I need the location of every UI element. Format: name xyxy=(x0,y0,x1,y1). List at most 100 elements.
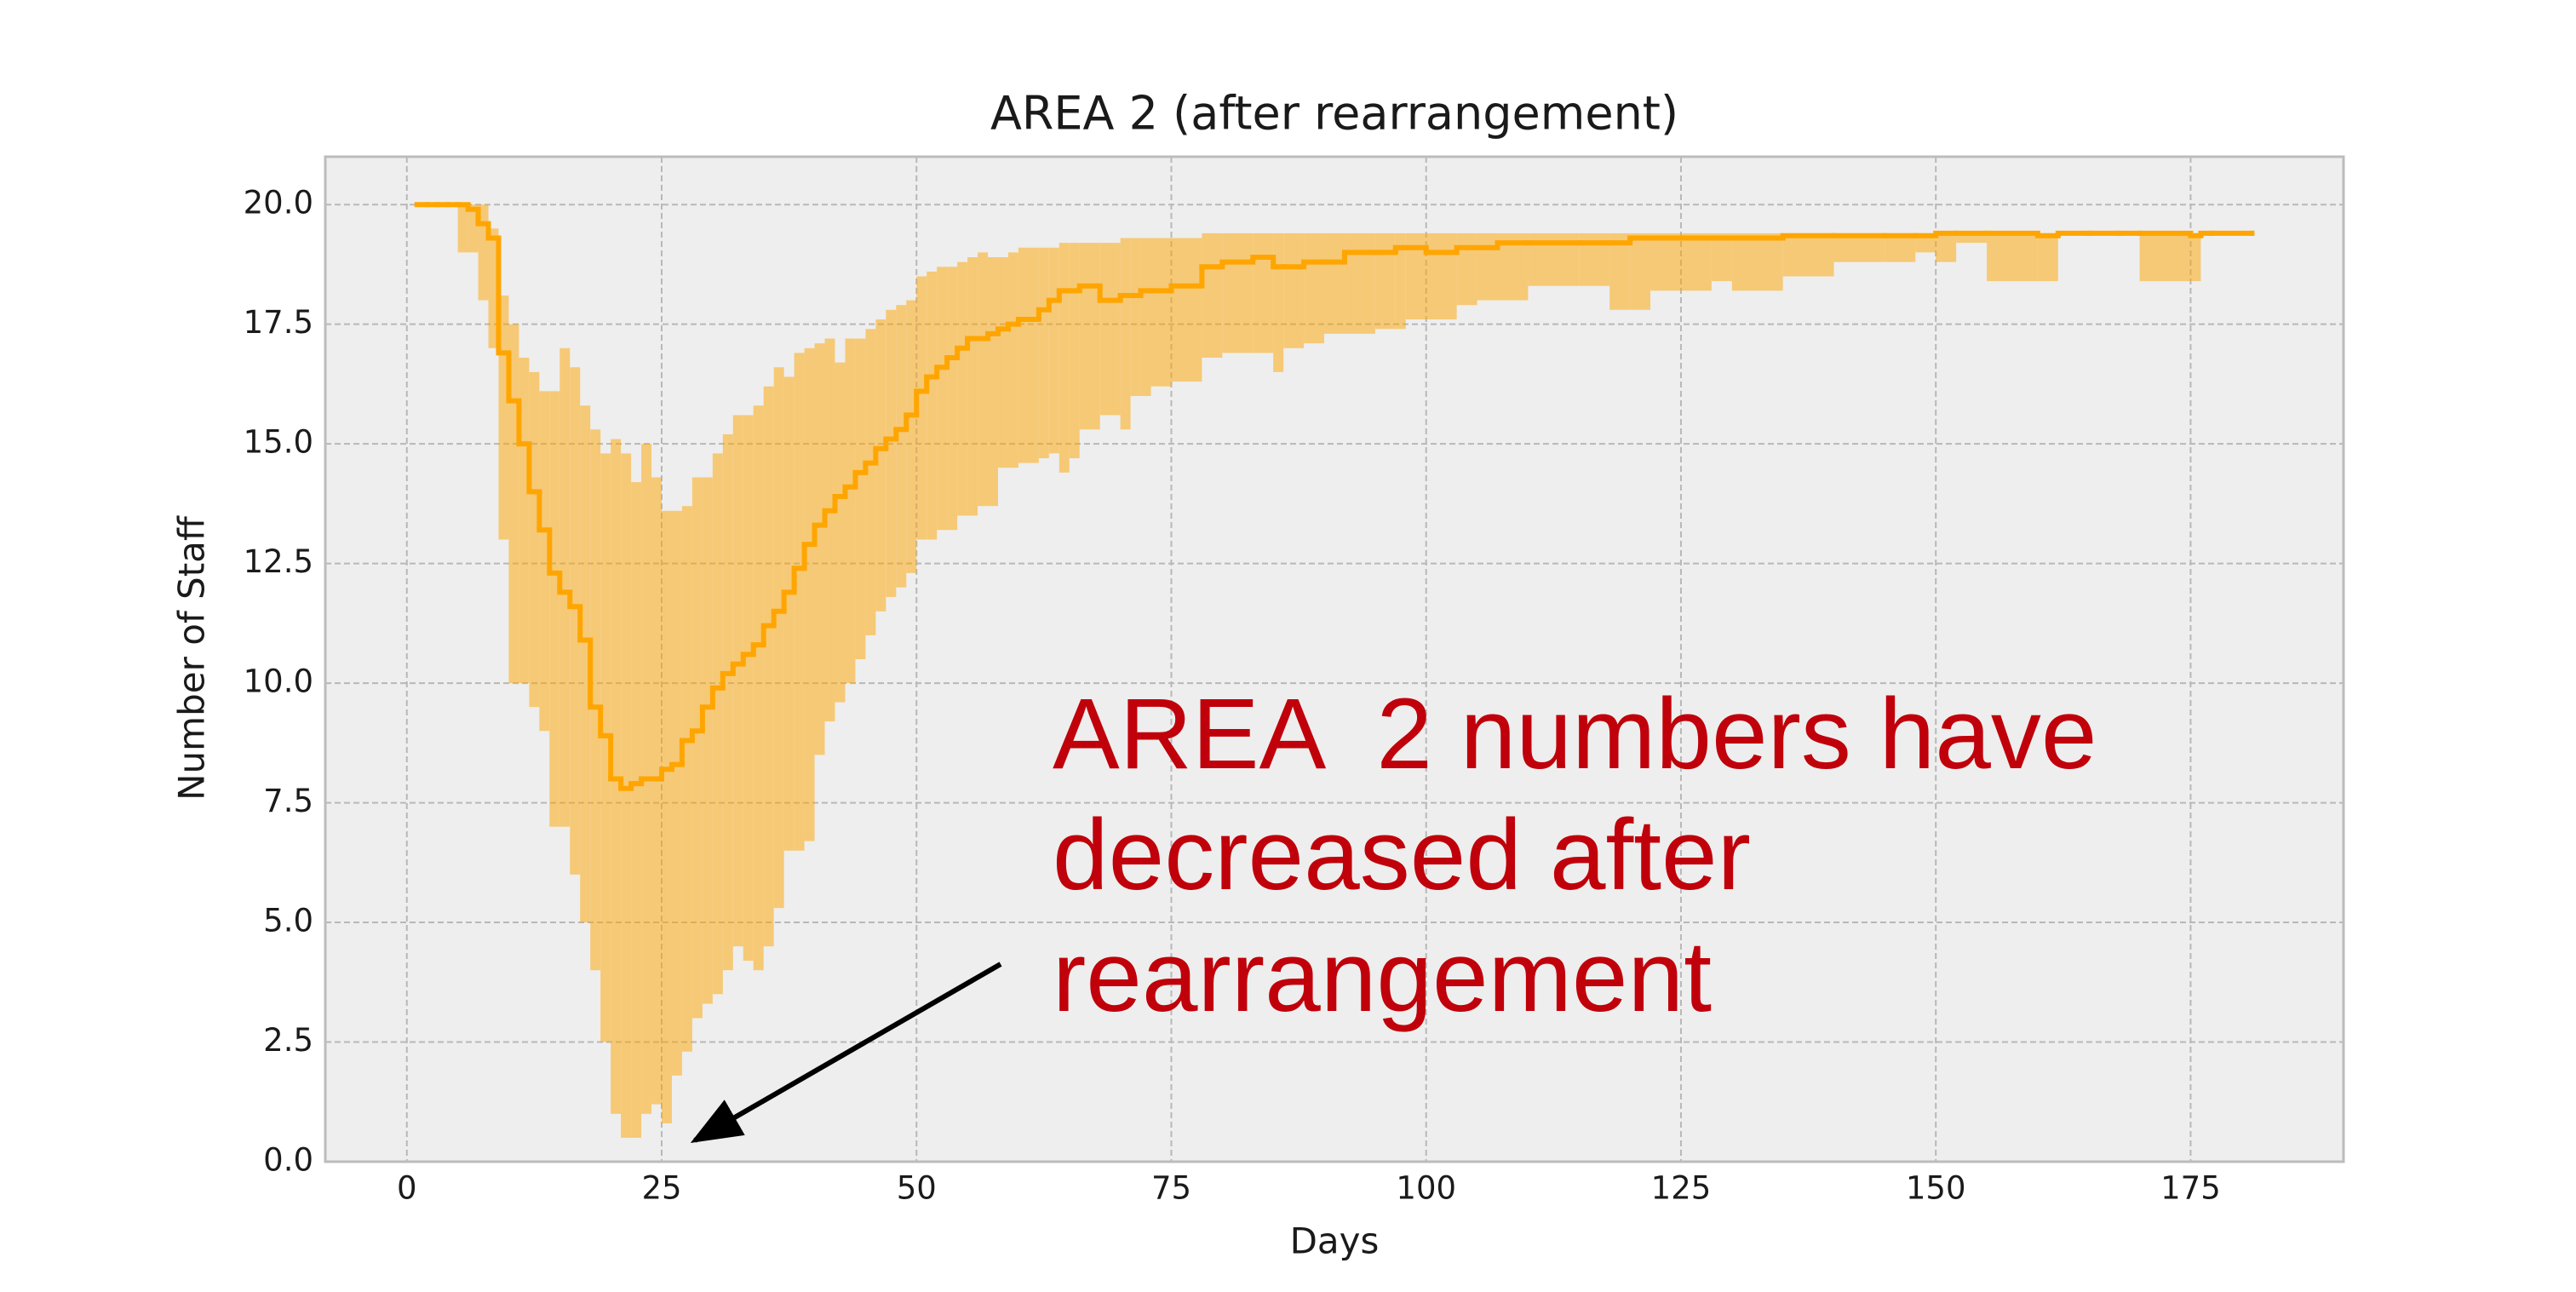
x-tick-label: 125 xyxy=(1651,1170,1712,1207)
band-segment xyxy=(978,252,989,507)
band-segment xyxy=(1324,233,1345,334)
band-segment xyxy=(1426,233,1457,320)
band-segment xyxy=(865,329,876,635)
band-segment xyxy=(1374,233,1396,330)
band-segment xyxy=(957,261,968,516)
x-tick-label: 75 xyxy=(1151,1170,1191,1207)
band-segment xyxy=(1202,233,1223,358)
band-segment xyxy=(498,295,509,540)
band-segment xyxy=(691,477,703,1019)
band-segment xyxy=(743,415,754,961)
x-tick-label: 175 xyxy=(2160,1170,2221,1207)
band-segment xyxy=(621,453,632,1138)
band-segment xyxy=(732,415,743,947)
y-tick-label: 2.5 xyxy=(263,1022,313,1059)
band-segment xyxy=(1456,233,1477,306)
band-segment xyxy=(580,405,591,923)
band-segment xyxy=(1069,243,1080,458)
annotation-arrow xyxy=(690,962,1002,1143)
band-segment xyxy=(824,338,835,722)
y-tick-label: 10.0 xyxy=(244,663,313,700)
band-segment xyxy=(1079,243,1100,430)
band-segment xyxy=(468,204,479,253)
y-tick-label: 15.0 xyxy=(244,424,313,461)
band-segment xyxy=(549,391,560,827)
band-segment xyxy=(1283,233,1305,348)
band-segment xyxy=(712,453,723,995)
annotation-text: rearrangement xyxy=(1053,921,1712,1033)
band-segment xyxy=(631,482,642,1138)
band-segment xyxy=(1630,233,1651,310)
band-segment xyxy=(814,343,825,755)
band-segment xyxy=(886,309,897,597)
band-segment xyxy=(1018,247,1039,463)
band-segment xyxy=(1936,233,1957,262)
band-segment xyxy=(651,477,662,1105)
plot-frame xyxy=(324,155,2345,1163)
band-segment xyxy=(529,371,540,708)
band-segment xyxy=(763,386,774,947)
band-segment xyxy=(671,510,682,1076)
x-tick-label: 25 xyxy=(641,1170,681,1207)
band-segment xyxy=(1344,233,1375,334)
band-segment xyxy=(1059,243,1070,473)
band-segment xyxy=(804,347,815,841)
band-segment xyxy=(570,367,581,875)
y-tick-label: 20.0 xyxy=(244,185,313,221)
band-segment xyxy=(845,338,856,684)
band-segment xyxy=(1130,238,1141,396)
band-segment xyxy=(1048,247,1059,454)
band-segment xyxy=(1150,238,1172,387)
band-segment xyxy=(753,405,764,971)
x-tick-label: 100 xyxy=(1396,1170,1456,1207)
band-segment xyxy=(2190,233,2201,282)
band-segment xyxy=(937,267,948,531)
band-segment xyxy=(855,338,866,659)
band-segment xyxy=(1171,238,1202,382)
band-segment xyxy=(1222,233,1254,353)
band-segment xyxy=(539,391,550,732)
band-segment xyxy=(722,434,733,971)
band-segment xyxy=(1650,233,1681,291)
band-segment xyxy=(559,347,571,827)
band-segment xyxy=(783,376,795,851)
band-segment xyxy=(1120,238,1131,430)
band-segment xyxy=(519,358,530,684)
y-tick-label: 7.5 xyxy=(263,783,313,819)
band-segment xyxy=(1782,233,1834,277)
band-segment xyxy=(1405,233,1426,320)
band-segment xyxy=(835,362,846,703)
band-segment xyxy=(590,429,601,971)
x-axis-label: Days xyxy=(1290,1220,1380,1262)
band-segment xyxy=(1007,252,1018,468)
x-tick-label: 150 xyxy=(1906,1170,1966,1207)
band-segment xyxy=(681,506,692,1052)
y-tick-label: 12.5 xyxy=(244,543,313,580)
x-tick-label: 50 xyxy=(897,1170,937,1207)
annotation-text: AREA 2 numbers have xyxy=(1053,678,2097,790)
band-segment xyxy=(1609,233,1631,310)
band-segment xyxy=(1273,233,1284,372)
band-segment xyxy=(1099,243,1121,416)
band-segment xyxy=(478,204,489,301)
band-segment xyxy=(896,305,907,588)
band-segment xyxy=(1038,247,1049,458)
band-segment xyxy=(988,257,998,507)
band-segment xyxy=(773,367,784,909)
chart-title: AREA 2 (after rearrangement) xyxy=(990,87,1678,141)
band-segment xyxy=(1711,233,1732,282)
band-segment xyxy=(2139,233,2191,282)
band-segment xyxy=(2037,233,2058,282)
band-segment xyxy=(1140,238,1151,396)
band-segment xyxy=(1987,233,2038,282)
band-segment xyxy=(702,477,713,1004)
y-tick-label: 0.0 xyxy=(263,1142,313,1179)
band-segment xyxy=(927,271,938,540)
band-segment xyxy=(998,257,1008,468)
band-segment xyxy=(508,324,519,684)
band-segment xyxy=(906,300,917,573)
band-segment xyxy=(916,276,927,540)
band-segment xyxy=(488,228,499,348)
